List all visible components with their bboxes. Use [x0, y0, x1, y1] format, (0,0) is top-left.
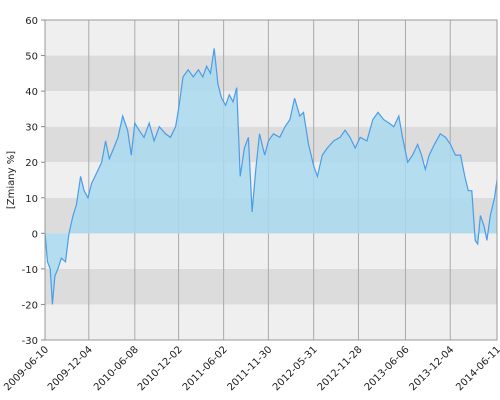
grid-band	[45, 91, 497, 127]
grid-band	[45, 55, 497, 92]
x-tick-label: 2013-06-06	[363, 344, 412, 393]
x-tick-label: 2011-06-02	[181, 344, 230, 393]
y-tick-label: 60	[25, 16, 38, 27]
x-tick-label: 2013-12-04	[407, 344, 456, 393]
y-tick-label: -10	[22, 265, 38, 276]
x-tick-label: 2011-11-30	[226, 344, 275, 393]
grid-band	[45, 233, 497, 269]
x-tick-label: 2010-12-02	[136, 344, 185, 393]
x-tick-label: 2012-05-31	[271, 344, 320, 393]
y-tick-label: 40	[25, 87, 38, 98]
plot-border	[44, 19, 498, 341]
y-axis-label: [Zmiany %]	[6, 151, 17, 209]
y-tick-label: 0	[32, 229, 38, 240]
y-tick-label: 10	[25, 194, 38, 205]
x-tick-label: 2010-06-08	[92, 344, 141, 393]
x-tick-label: 2009-06-10	[2, 344, 51, 393]
y-tick-label: 20	[25, 158, 38, 169]
y-tick-label: -30	[22, 336, 38, 347]
area	[45, 48, 497, 305]
x-tick-label: 2014-06-11	[454, 344, 500, 393]
y-tick-label: 30	[25, 123, 38, 134]
grid-band	[45, 268, 497, 305]
y-tick-label: -20	[22, 300, 38, 311]
x-tick-label: 2009-12-04	[46, 344, 95, 393]
y-tick-label: 50	[25, 52, 38, 63]
grid-band	[45, 304, 497, 340]
line	[44, 48, 498, 305]
x-tick-label: 2012-11-28	[316, 344, 365, 393]
grid-band	[45, 20, 497, 56]
